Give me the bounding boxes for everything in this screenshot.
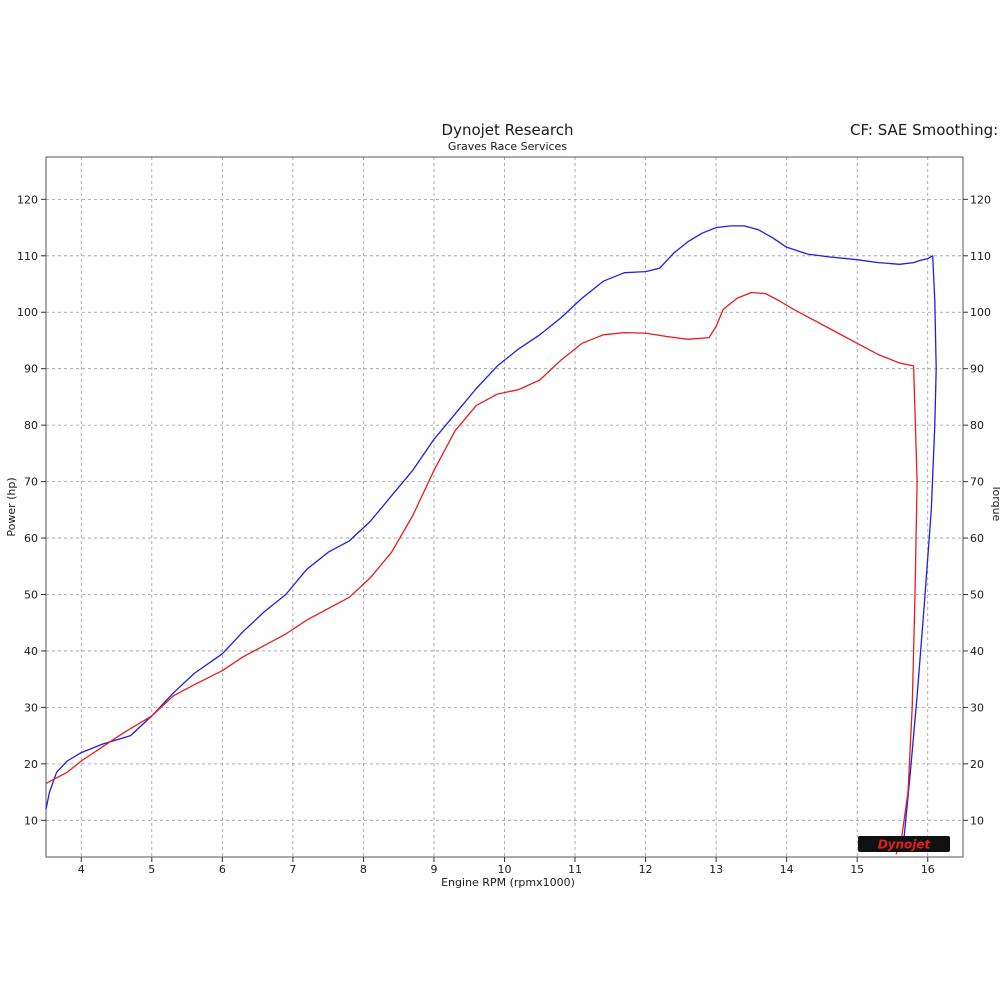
grid-lines bbox=[46, 157, 963, 857]
red-power-curve bbox=[45, 291, 918, 855]
x-tick-label: 4 bbox=[78, 863, 85, 876]
x-ticks: 4 5 6 7 8 9 10 11 12 13 14 15 16 bbox=[78, 857, 935, 876]
y2-tick-label: 10 bbox=[970, 814, 984, 827]
y-tick-label: 120 bbox=[17, 193, 38, 206]
y2-axis-label: Torque bbox=[990, 484, 1000, 522]
x-tick-label: 9 bbox=[430, 863, 437, 876]
x-tick-label: 16 bbox=[921, 863, 935, 876]
y-tick-label: 20 bbox=[24, 758, 38, 771]
y-tick-label: 60 bbox=[24, 532, 38, 545]
y2-ticks: 10 20 30 40 50 60 70 80 90 100 110 120 bbox=[963, 193, 991, 827]
x-axis-label: Engine RPM (rpmx1000) bbox=[441, 876, 575, 889]
x-tick-label: 8 bbox=[360, 863, 367, 876]
y-tick-label: 90 bbox=[24, 363, 38, 376]
y2-tick-label: 30 bbox=[970, 701, 984, 714]
x-tick-label: 14 bbox=[780, 863, 794, 876]
y2-tick-label: 80 bbox=[970, 419, 984, 432]
y2-tick-label: 90 bbox=[970, 363, 984, 376]
chart-subtitle: Graves Race Services bbox=[447, 140, 568, 153]
y-tick-label: 10 bbox=[24, 814, 38, 827]
blue-power-curve bbox=[45, 225, 937, 849]
y2-tick-label: 100 bbox=[970, 306, 991, 319]
y2-tick-label: 110 bbox=[970, 250, 991, 263]
x-tick-label: 12 bbox=[639, 863, 653, 876]
y2-tick-label: 70 bbox=[970, 476, 984, 489]
x-tick-label: 6 bbox=[219, 863, 226, 876]
x-tick-label: 13 bbox=[709, 863, 723, 876]
y2-tick-label: 20 bbox=[970, 758, 984, 771]
y-tick-label: 30 bbox=[24, 701, 38, 714]
y2-tick-label: 40 bbox=[970, 645, 984, 658]
x-tick-label: 10 bbox=[498, 863, 512, 876]
dynojet-logo: Dynojet bbox=[858, 836, 950, 852]
y2-tick-label: 50 bbox=[970, 589, 984, 602]
y-tick-label: 80 bbox=[24, 419, 38, 432]
y-tick-label: 40 bbox=[24, 645, 38, 658]
y-tick-label: 50 bbox=[24, 589, 38, 602]
correction-factor-label: CF: SAE Smoothing: 5 bbox=[850, 121, 1000, 139]
x-tick-label: 7 bbox=[289, 863, 296, 876]
y-axis-label: Power (hp) bbox=[5, 477, 18, 536]
x-tick-label: 11 bbox=[568, 863, 582, 876]
y2-tick-label: 60 bbox=[970, 532, 984, 545]
y-tick-label: 70 bbox=[24, 476, 38, 489]
x-tick-label: 5 bbox=[148, 863, 155, 876]
y-tick-label: 110 bbox=[17, 250, 38, 263]
y-tick-label: 100 bbox=[17, 306, 38, 319]
series-lines bbox=[45, 225, 937, 855]
x-tick-label: 15 bbox=[850, 863, 864, 876]
y-ticks: 10 20 30 40 50 60 70 80 90 100 110 120 bbox=[17, 193, 46, 827]
svg-text:Dynojet: Dynojet bbox=[878, 838, 932, 852]
y2-tick-label: 120 bbox=[970, 193, 991, 206]
chart-title: Dynojet Research bbox=[441, 121, 574, 139]
